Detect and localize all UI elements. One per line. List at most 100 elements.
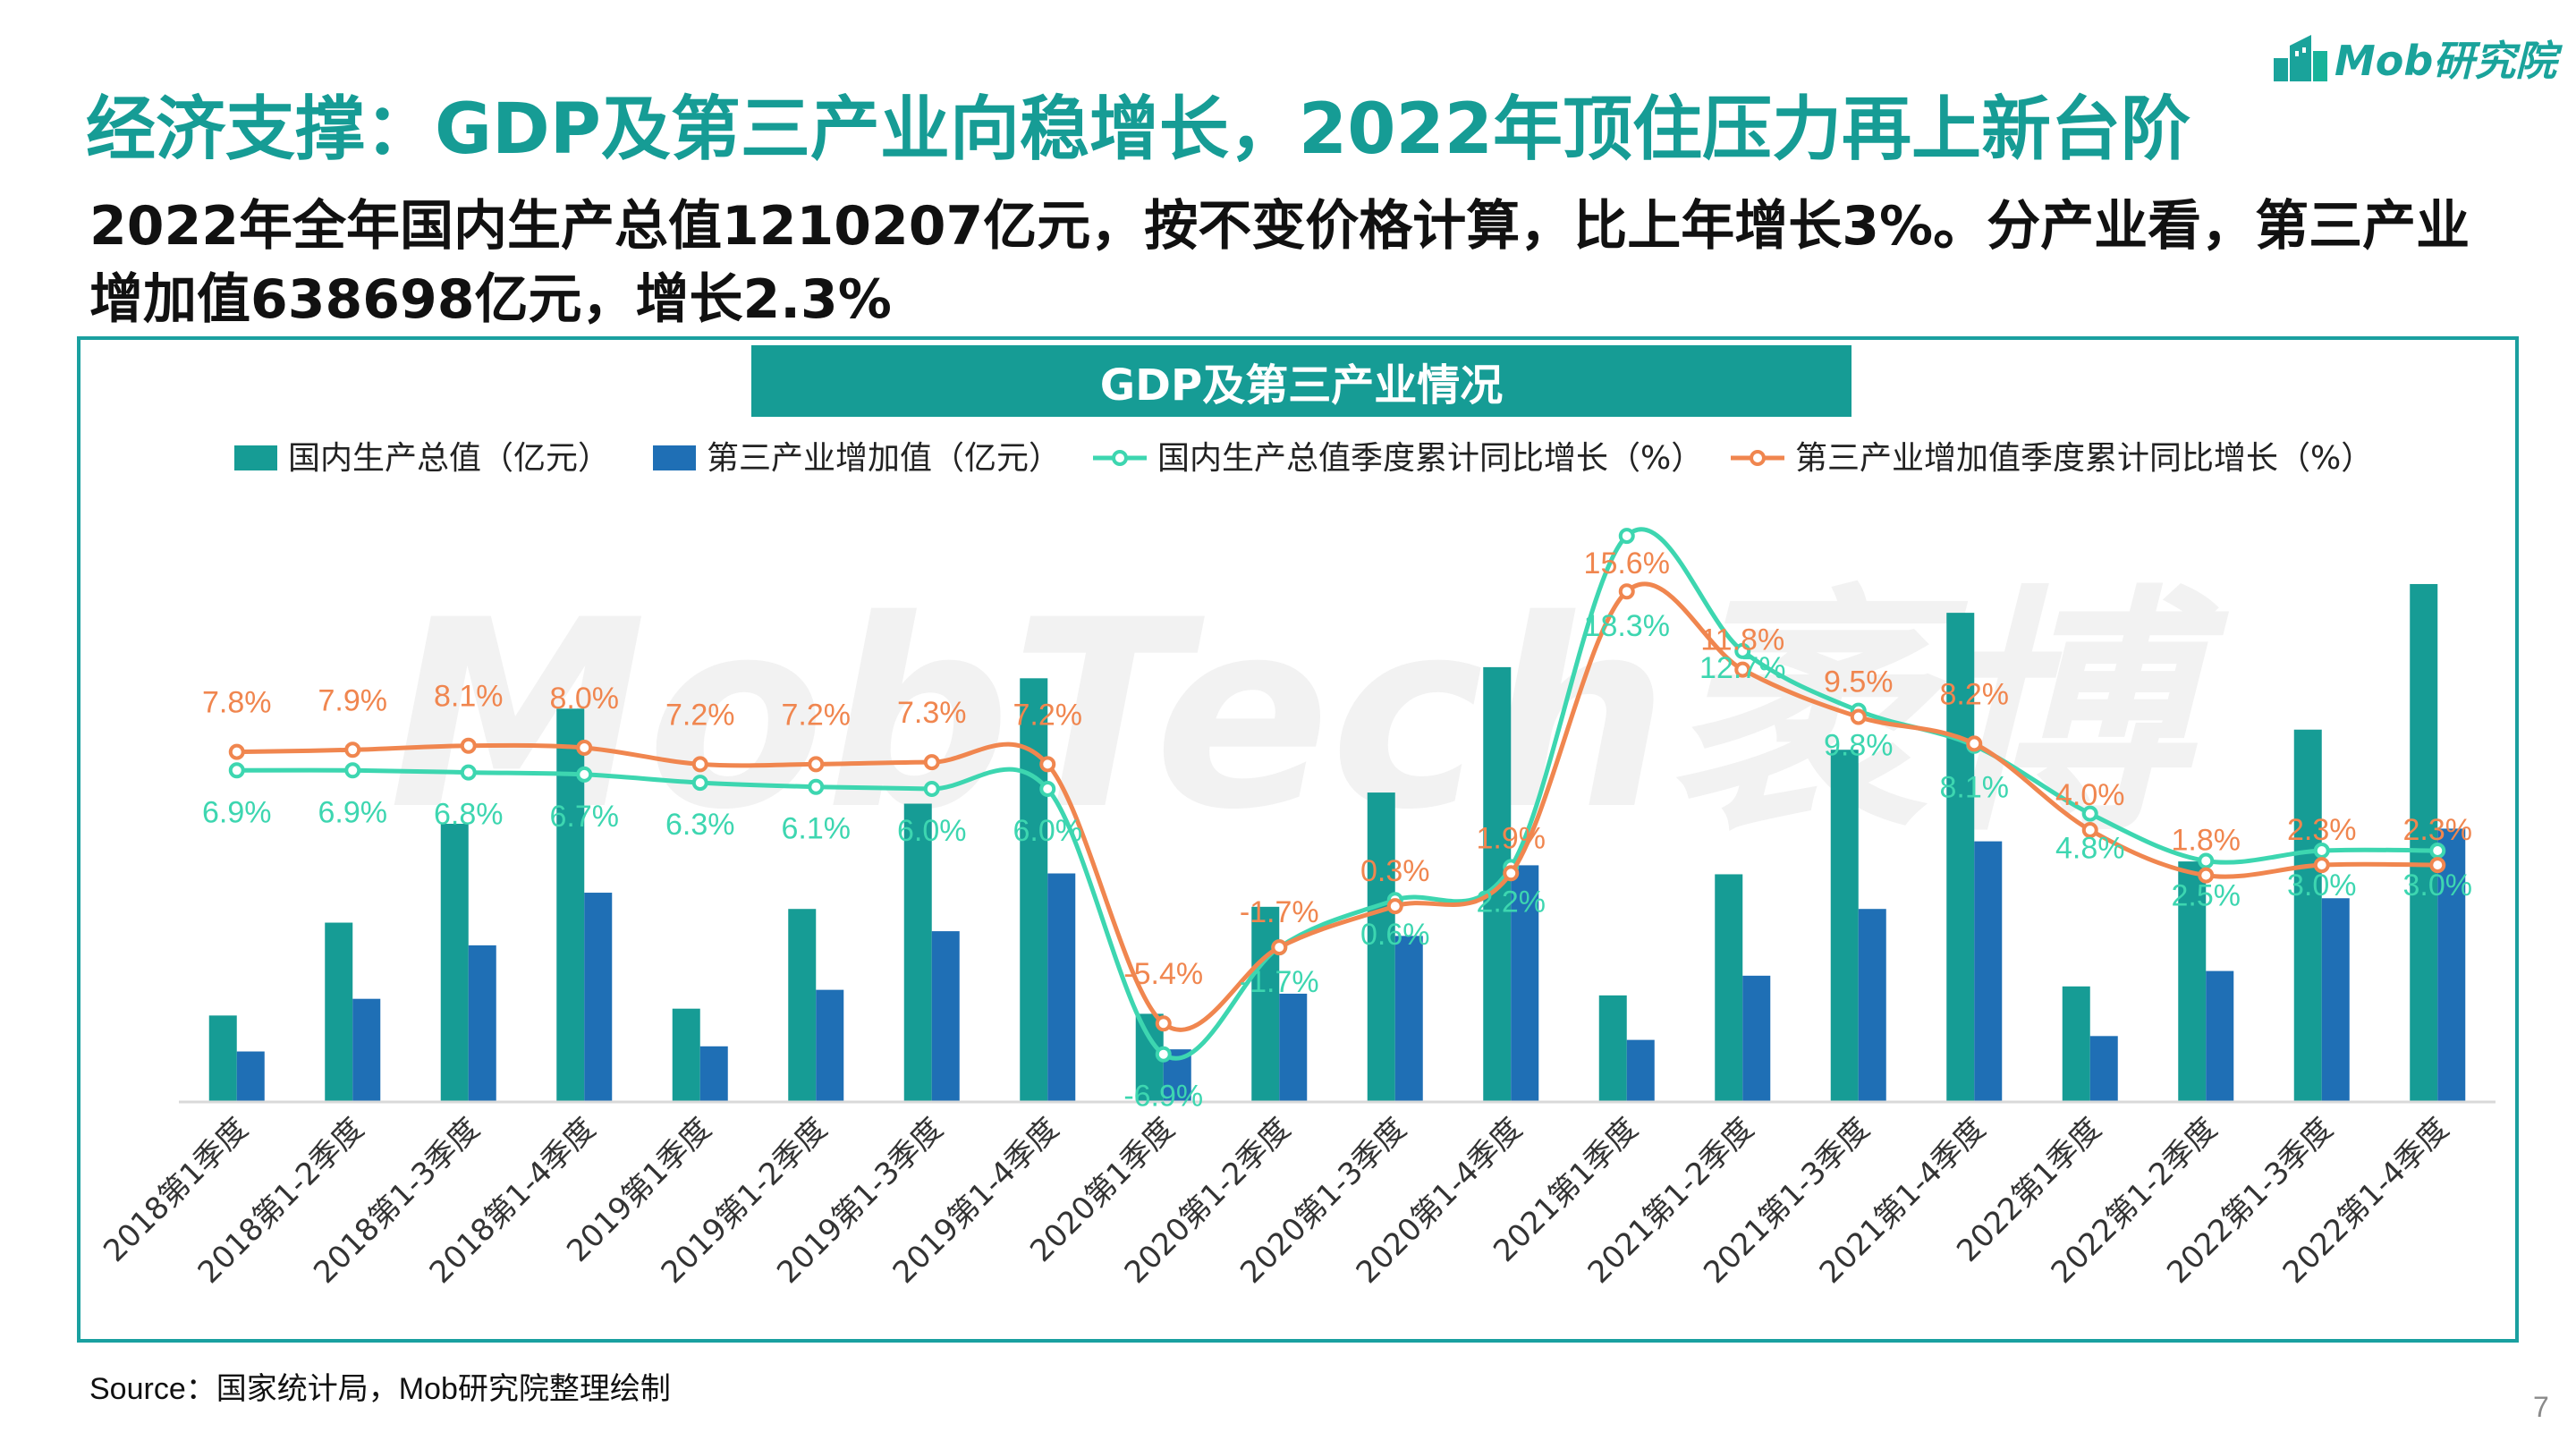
point-tertiary-12	[1618, 583, 1635, 600]
bar-gdp-14	[1830, 750, 1859, 1102]
point-tertiary-13	[1734, 661, 1751, 678]
point-gdp-5	[808, 778, 825, 795]
point-tertiary-5	[808, 756, 825, 773]
point-tertiary-9	[1271, 939, 1288, 956]
page-title: 经济支撑：GDP及第三产业向稳增长，2022年顶住压力再上新台阶	[86, 89, 2191, 170]
point-tertiary-17	[2198, 867, 2215, 884]
bar-tertiary-5	[816, 989, 844, 1102]
point-tertiary-7	[1039, 756, 1056, 773]
bar-gdp-5	[788, 909, 817, 1102]
bar-gdp-6	[903, 803, 932, 1102]
label-tertiary-13: 11.8%	[1700, 623, 1784, 657]
point-gdp-2	[460, 764, 477, 781]
legend-marker-3	[1750, 450, 1766, 466]
bar-tertiary-4	[699, 1046, 728, 1102]
label-gdp-1: 6.9%	[318, 795, 388, 829]
bar-tertiary-19	[2437, 828, 2466, 1102]
bar-gdp-10	[1367, 792, 1395, 1102]
bar-tertiary-17	[2206, 970, 2234, 1102]
point-tertiary-2	[460, 737, 477, 754]
point-gdp-19	[2429, 843, 2446, 859]
point-tertiary-11	[1503, 865, 1520, 882]
label-tertiary-8: -5.4%	[1123, 957, 1203, 991]
label-tertiary-12: 15.6%	[1584, 547, 1670, 580]
point-gdp-3	[576, 766, 593, 783]
label-tertiary-14: 9.5%	[1824, 665, 1894, 699]
label-tertiary-19: 2.3%	[2403, 813, 2473, 847]
label-tertiary-4: 7.2%	[665, 698, 735, 732]
label-tertiary-3: 8.0%	[550, 682, 620, 716]
label-gdp-8: -6.9%	[1123, 1080, 1203, 1114]
label-gdp-4: 6.3%	[665, 808, 735, 842]
bar-gdp-15	[1946, 613, 1975, 1102]
watermark: MobTech袤博	[389, 565, 2233, 867]
bar-tertiary-13	[1742, 975, 1771, 1102]
line-tertiary-growth	[236, 581, 2438, 1032]
legend-swatch-0	[234, 445, 277, 470]
bar-gdp-9	[1251, 906, 1280, 1102]
point-tertiary-3	[576, 740, 593, 756]
label-tertiary-17: 1.8%	[2172, 824, 2241, 858]
label-gdp-10: 0.6%	[1360, 918, 1430, 952]
point-tertiary-8	[1155, 1015, 1172, 1032]
legend-swatch-1	[653, 445, 696, 470]
bar-tertiary-9	[1279, 993, 1308, 1102]
brand-logo: Mob研究院	[2272, 27, 2558, 89]
label-gdp-11: 2.2%	[1477, 885, 1546, 919]
bar-tertiary-14	[1858, 909, 1886, 1102]
label-gdp-17: 2.5%	[2172, 879, 2241, 913]
bar-gdp-7	[1020, 678, 1048, 1102]
label-gdp-2: 6.8%	[434, 798, 504, 832]
label-tertiary-15: 8.2%	[1940, 677, 2010, 711]
label-tertiary-10: 0.3%	[1360, 854, 1430, 888]
label-tertiary-6: 7.3%	[897, 696, 967, 730]
bar-tertiary-15	[1974, 841, 2003, 1102]
bar-tertiary-7	[1047, 873, 1076, 1102]
point-gdp-6	[923, 781, 940, 797]
point-tertiary-4	[691, 756, 708, 773]
point-tertiary-15	[1966, 735, 1983, 752]
label-gdp-15: 8.1%	[1940, 771, 2010, 805]
label-tertiary-1: 7.9%	[318, 683, 388, 717]
bar-tertiary-3	[584, 893, 613, 1102]
bar-tertiary-1	[352, 998, 381, 1102]
label-gdp-7: 6.0%	[1013, 814, 1083, 848]
bar-tertiary-6	[931, 931, 960, 1102]
chart-frame	[77, 336, 2519, 1343]
point-tertiary-10	[1386, 898, 1403, 915]
label-gdp-0: 6.9%	[202, 795, 272, 829]
label-tertiary-16: 4.0%	[2055, 778, 2125, 812]
building-icon	[2274, 35, 2327, 81]
point-tertiary-14	[1850, 708, 1867, 725]
bar-gdp-18	[2293, 729, 2322, 1102]
label-tertiary-0: 7.8%	[202, 686, 272, 720]
label-tertiary-2: 8.1%	[434, 680, 504, 714]
label-tertiary-5: 7.2%	[782, 698, 852, 732]
bar-gdp-16	[2062, 986, 2090, 1102]
point-gdp-1	[344, 762, 361, 779]
point-gdp-0	[228, 762, 245, 779]
label-gdp-13: 12.7%	[1699, 651, 1785, 685]
point-gdp-16	[2081, 805, 2098, 822]
label-tertiary-18: 2.3%	[2287, 813, 2357, 847]
bar-tertiary-11	[1511, 865, 1539, 1102]
bar-tertiary-12	[1626, 1039, 1655, 1102]
bar-tertiary-0	[236, 1051, 265, 1102]
legend-marker-2	[1112, 450, 1128, 466]
legend-label-0: 国内生产总值（亿元）	[288, 440, 610, 477]
point-tertiary-18	[2313, 857, 2330, 874]
point-gdp-12	[1618, 528, 1635, 545]
chart-title: GDP及第三产业情况	[751, 345, 1852, 417]
label-tertiary-7: 7.2%	[1013, 698, 1083, 732]
point-tertiary-6	[923, 754, 940, 771]
bar-gdp-2	[440, 824, 469, 1102]
bar-gdp-19	[2410, 583, 2438, 1102]
page-number: 7	[2533, 1391, 2549, 1423]
label-gdp-14: 9.8%	[1824, 729, 1894, 763]
label-gdp-12: 18.3%	[1584, 609, 1670, 643]
bar-gdp-13	[1715, 874, 1743, 1102]
point-gdp-8	[1155, 1046, 1172, 1063]
legend-label-1: 第三产业增加值（亿元）	[707, 440, 1061, 477]
bar-gdp-12	[1598, 995, 1627, 1102]
